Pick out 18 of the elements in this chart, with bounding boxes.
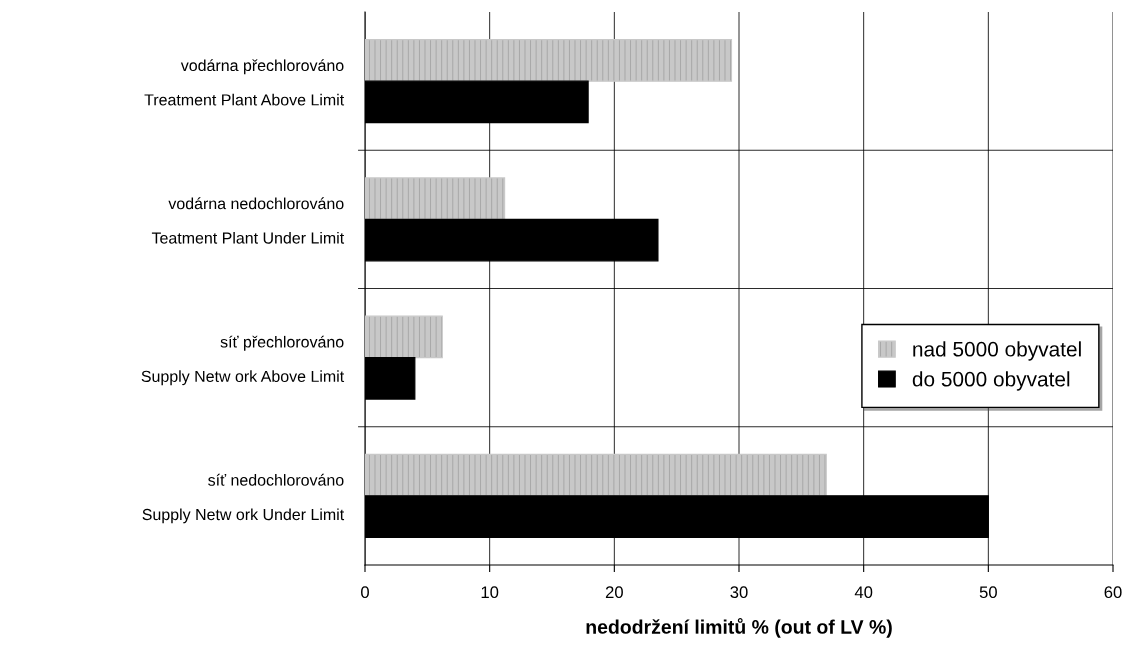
x-tick-label: 30 xyxy=(730,586,748,599)
x-axis-title: nedodržení limitů % (out of LV %) xyxy=(586,618,892,638)
category-label: síť přechlorováno Supply Netw ork Above Limit xyxy=(141,335,345,386)
x-tick-label: 0 xyxy=(361,586,369,599)
legend-label: do 5000 obyvatel xyxy=(912,371,1070,391)
bar xyxy=(365,315,443,359)
x-tick-label: 40 xyxy=(854,586,873,599)
category-label: vodárna přechlorováno Treatment Plant Above Limit xyxy=(144,59,345,106)
legend-label: nad 5000 obyvatel xyxy=(913,341,1081,361)
bar xyxy=(365,39,733,82)
bar xyxy=(365,453,827,497)
category-label: síť nedochlorováno Supply Netw ork Under Limit xyxy=(142,473,345,524)
bar xyxy=(365,177,506,220)
x-tick-label: 50 xyxy=(979,586,997,599)
x-tick-label: 20 xyxy=(605,586,623,599)
category-label: vodárna nedochlorováno Teatment Plant Under Limit xyxy=(151,197,345,244)
x-tick-label: 10 xyxy=(481,586,499,599)
x-tick-label: 60 xyxy=(1104,586,1122,599)
